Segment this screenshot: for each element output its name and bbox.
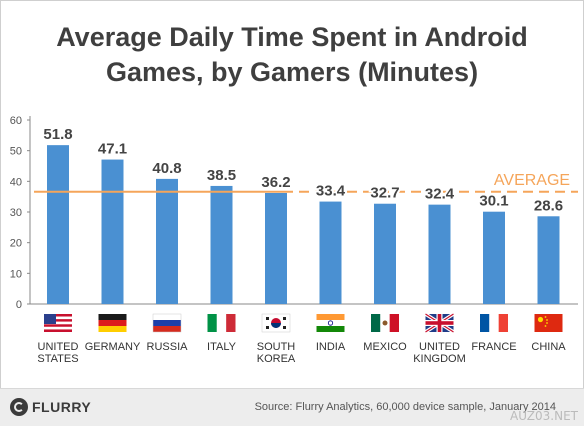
footer: FLURRY Source: Flurry Analytics, 60,000 … <box>0 388 584 426</box>
category-label: RUSSIA <box>147 341 189 353</box>
flag-in-icon <box>316 314 345 332</box>
category-label: SOUTH <box>257 341 296 353</box>
y-tick-label: 40 <box>10 176 22 188</box>
category-label: GERMANY <box>85 341 141 353</box>
flurry-logo-icon <box>10 398 28 416</box>
value-label: 51.8 <box>43 126 72 143</box>
flurry-logo-text: FLURRY <box>32 399 92 415</box>
category-label: FRANCE <box>471 341 516 353</box>
bar <box>428 204 451 304</box>
y-tick-label: 60 <box>10 115 22 127</box>
flag-ru-icon <box>152 313 182 333</box>
bar <box>483 211 505 304</box>
category-label: STATES <box>37 353 78 365</box>
watermark: AUZ03.NET <box>510 409 578 423</box>
value-label: 40.8 <box>152 160 181 177</box>
title-line-2: Games, by Gamers (Minutes) <box>105 57 479 87</box>
flag-gb-icon <box>424 312 455 334</box>
source-note: Source: Flurry Analytics, 60,000 device … <box>254 401 556 413</box>
bar <box>156 178 178 304</box>
flag-us-icon <box>44 314 72 332</box>
y-tick-label: 20 <box>10 238 22 250</box>
category-label: MEXICO <box>363 341 407 353</box>
category-label: CHINA <box>531 341 566 353</box>
value-label: 32.4 <box>425 186 455 203</box>
value-label: 36.2 <box>261 174 290 191</box>
value-label: 47.1 <box>98 141 127 158</box>
category-label: KINGDOM <box>413 353 466 365</box>
bar <box>210 185 233 304</box>
y-tick-label: 10 <box>10 268 22 280</box>
average-label: AVERAGE <box>494 172 570 189</box>
bar <box>265 192 287 304</box>
flag-cn-icon <box>534 314 563 332</box>
flag-mx-icon <box>371 314 399 332</box>
value-label: 30.1 <box>479 193 508 210</box>
y-tick-label: 30 <box>10 207 22 219</box>
bar <box>374 203 396 304</box>
bar <box>101 159 124 304</box>
bar <box>319 201 342 304</box>
value-label: 28.6 <box>534 197 563 214</box>
flurry-logo: FLURRY <box>10 398 91 416</box>
value-label: 33.4 <box>316 183 346 200</box>
category-label: ITALY <box>207 341 237 353</box>
value-label: 32.7 <box>370 185 399 202</box>
y-tick-label: 0 <box>16 299 22 311</box>
flag-it-icon <box>207 314 236 332</box>
title-line-1: Average Daily Time Spent in Android <box>56 22 528 52</box>
category-label: INDIA <box>316 341 346 353</box>
y-tick-label: 50 <box>10 146 22 158</box>
flag-kr-icon <box>261 313 291 333</box>
flag-de-icon <box>98 314 127 332</box>
flag-fr-icon <box>480 314 508 332</box>
chart-title: Average Daily Time Spent in Android Game… <box>0 20 584 90</box>
category-label: KOREA <box>257 353 296 365</box>
bar <box>47 145 69 304</box>
value-label: 38.5 <box>207 167 236 184</box>
category-label: UNITED <box>419 341 460 353</box>
average-label-bg <box>488 170 576 189</box>
bar <box>537 216 560 304</box>
category-label: UNITED <box>38 341 79 353</box>
bar-chart: 0 10 20 30 40 50 60 AVERAGE 51.8 47.1 40.8 38.5 36.2… <box>10 115 578 365</box>
